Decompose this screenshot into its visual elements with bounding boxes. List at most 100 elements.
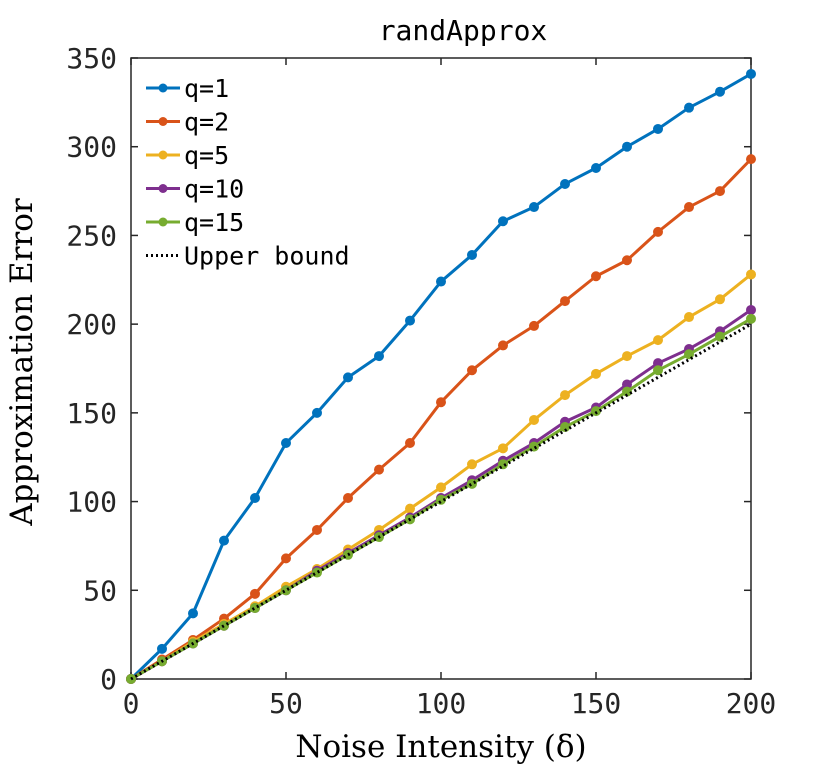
data-point xyxy=(529,202,539,213)
legend-item: Upper bound xyxy=(146,242,350,271)
data-point xyxy=(591,271,601,282)
data-point xyxy=(715,331,725,342)
legend-label: q=1 xyxy=(184,74,229,103)
data-point xyxy=(498,443,508,454)
data-point xyxy=(436,397,446,408)
data-point xyxy=(250,603,260,614)
data-point xyxy=(715,186,725,197)
x-tick-label: 200 xyxy=(726,687,777,720)
data-point xyxy=(746,313,756,324)
legend-item: q=10 xyxy=(146,175,244,204)
legend: q=1 q=2 q=5 q=10 q=15 Upper bound xyxy=(146,74,350,271)
legend-label: q=2 xyxy=(184,108,229,137)
series-layer xyxy=(126,68,756,684)
legend-swatch-marker xyxy=(158,184,168,193)
legend-label: q=5 xyxy=(184,141,229,170)
legend-swatch-marker xyxy=(158,217,168,227)
data-point xyxy=(157,643,167,654)
data-point xyxy=(684,349,694,360)
series-line xyxy=(130,322,752,681)
y-tick-label: 150 xyxy=(66,397,117,430)
legend-item: q=1 xyxy=(146,74,229,103)
data-point xyxy=(281,438,291,449)
x-tick-label: 50 xyxy=(269,687,303,720)
series-q-2 xyxy=(126,154,756,684)
data-point xyxy=(622,141,632,152)
data-point xyxy=(343,372,353,383)
data-point xyxy=(250,493,260,504)
data-point xyxy=(746,269,756,280)
data-point xyxy=(374,351,384,362)
series-line xyxy=(130,158,753,681)
data-point xyxy=(715,86,725,97)
y-tick-label: 350 xyxy=(66,42,117,75)
x-tick-label: 100 xyxy=(416,687,467,720)
data-point xyxy=(529,414,539,425)
data-point xyxy=(653,226,663,237)
data-point xyxy=(498,340,508,351)
data-point xyxy=(622,255,632,266)
data-point xyxy=(467,459,477,470)
data-point xyxy=(281,553,291,564)
data-point xyxy=(746,154,756,165)
y-tick-label: 300 xyxy=(66,131,117,164)
data-point xyxy=(529,441,539,452)
legend-swatch-marker xyxy=(158,117,168,126)
data-point xyxy=(467,249,477,260)
data-point xyxy=(560,178,570,189)
data-point xyxy=(467,365,477,376)
data-point xyxy=(653,335,663,346)
legend-swatch-marker xyxy=(158,150,168,160)
series-q-1 xyxy=(126,68,756,684)
data-point xyxy=(405,438,415,449)
y-tick-label: 100 xyxy=(66,486,117,519)
y-tick-label: 50 xyxy=(83,574,117,607)
x-tick-label: 150 xyxy=(571,687,622,720)
legend-item: q=2 xyxy=(146,108,229,137)
data-point xyxy=(746,304,756,315)
data-point xyxy=(684,202,694,213)
x-tick-label: 0 xyxy=(123,687,140,720)
data-point xyxy=(498,216,508,227)
y-axis-label: Approximation Error xyxy=(4,198,40,527)
data-point xyxy=(312,407,322,418)
legend-label: Upper bound xyxy=(184,242,350,271)
data-point xyxy=(374,464,384,475)
data-point xyxy=(343,493,353,504)
data-point xyxy=(684,102,694,113)
data-point xyxy=(622,351,632,362)
data-point xyxy=(560,390,570,401)
y-tick-label: 200 xyxy=(66,308,117,341)
axes: 0 50 100 150 200 0 50 100 150 200 250 300 350 xyxy=(66,42,776,720)
data-point xyxy=(653,123,663,134)
legend-label: q=10 xyxy=(184,175,244,204)
chart-title: randApprox xyxy=(379,14,548,47)
series-q-15 xyxy=(126,313,756,684)
legend-label: q=15 xyxy=(184,208,244,237)
legend-swatch-marker xyxy=(158,83,168,93)
data-point xyxy=(746,68,756,79)
data-point xyxy=(405,315,415,326)
data-point xyxy=(219,535,229,546)
x-axis-label: Noise Intensity (δ) xyxy=(295,729,586,765)
data-point xyxy=(529,320,539,331)
data-point xyxy=(591,368,601,379)
legend-item: q=15 xyxy=(146,208,244,237)
data-point xyxy=(436,482,446,493)
y-tick-label: 250 xyxy=(66,219,117,252)
data-point xyxy=(405,503,415,514)
data-point xyxy=(560,296,570,307)
data-point xyxy=(591,163,601,174)
data-point xyxy=(436,276,446,287)
data-point xyxy=(188,608,198,619)
data-point xyxy=(467,478,477,489)
series-upper-bound xyxy=(130,322,752,681)
data-point xyxy=(684,312,694,323)
data-point xyxy=(715,294,725,305)
data-point xyxy=(250,588,260,599)
series-q-5 xyxy=(126,269,756,684)
legend-item: q=5 xyxy=(146,141,229,170)
data-point xyxy=(312,524,322,535)
data-point xyxy=(653,365,663,376)
